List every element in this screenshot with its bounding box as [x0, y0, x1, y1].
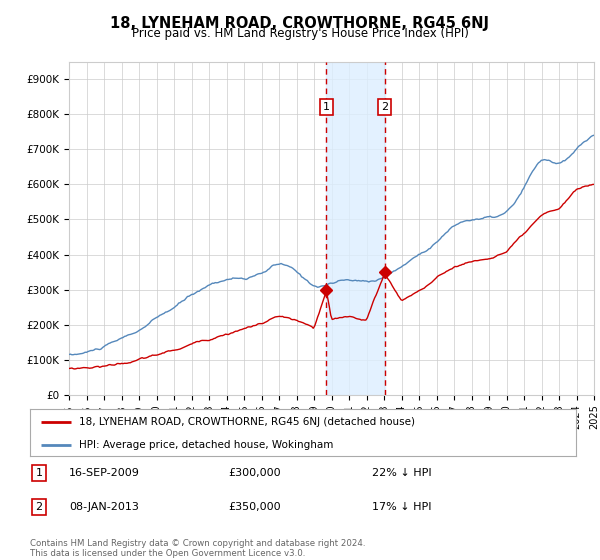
Text: 08-JAN-2013: 08-JAN-2013	[69, 502, 139, 512]
Bar	[326, 62, 385, 395]
Text: Price paid vs. HM Land Registry's House Price Index (HPI): Price paid vs. HM Land Registry's House …	[131, 27, 469, 40]
Text: 16-SEP-2009: 16-SEP-2009	[69, 468, 140, 478]
Text: 2: 2	[35, 502, 43, 512]
Text: 18, LYNEHAM ROAD, CROWTHORNE, RG45 6NJ (detached house): 18, LYNEHAM ROAD, CROWTHORNE, RG45 6NJ (…	[79, 417, 415, 427]
Text: £300,000: £300,000	[228, 468, 281, 478]
Text: 22% ↓ HPI: 22% ↓ HPI	[372, 468, 431, 478]
Text: 2: 2	[381, 102, 388, 112]
Text: £350,000: £350,000	[228, 502, 281, 512]
Text: 1: 1	[323, 102, 330, 112]
Text: 18, LYNEHAM ROAD, CROWTHORNE, RG45 6NJ: 18, LYNEHAM ROAD, CROWTHORNE, RG45 6NJ	[110, 16, 490, 31]
Text: 1: 1	[35, 468, 43, 478]
Text: 17% ↓ HPI: 17% ↓ HPI	[372, 502, 431, 512]
Text: Contains HM Land Registry data © Crown copyright and database right 2024.
This d: Contains HM Land Registry data © Crown c…	[30, 539, 365, 558]
Text: HPI: Average price, detached house, Wokingham: HPI: Average price, detached house, Woki…	[79, 440, 334, 450]
